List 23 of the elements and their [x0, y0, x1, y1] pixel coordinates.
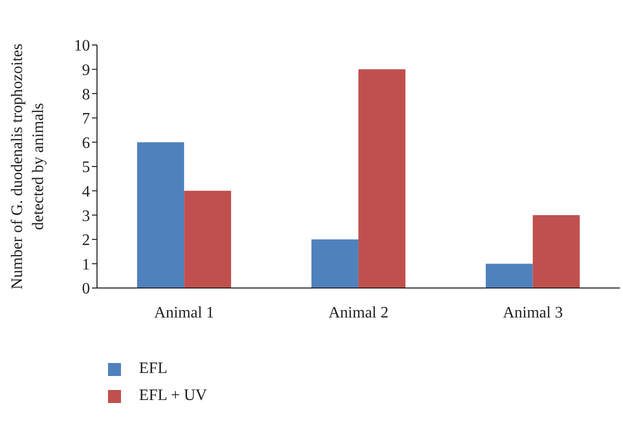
x-tick-label: Animal 2	[328, 304, 388, 322]
legend-label: EFL + UV	[139, 387, 207, 404]
y-tick-label: 0	[82, 280, 90, 298]
y-tick-label: 2	[82, 232, 90, 250]
x-tick-label: Animal 1	[154, 304, 214, 322]
legend-label: EFL	[139, 360, 168, 377]
y-tick-label: 10	[74, 38, 90, 55]
y-tick-label: 5	[82, 159, 90, 176]
bar	[358, 69, 406, 288]
bar	[184, 190, 232, 288]
x-tick-label: Animal 3	[502, 304, 563, 322]
bar	[311, 239, 358, 288]
bar	[137, 142, 184, 288]
y-tick-label: 6	[82, 134, 90, 152]
y-tick-label: 3	[82, 208, 90, 225]
bar	[532, 215, 580, 288]
y-tick-label: 4	[82, 183, 90, 200]
y-tick-label: 7	[82, 110, 90, 128]
y-tick-label: 9	[82, 62, 90, 79]
y-tick-label: 8	[82, 86, 90, 104]
y-tick-label: 1	[82, 256, 90, 274]
bar	[486, 264, 533, 288]
y-axis-title: Number of G. duodenalis trophozoites detected by animals	[9, 44, 47, 290]
